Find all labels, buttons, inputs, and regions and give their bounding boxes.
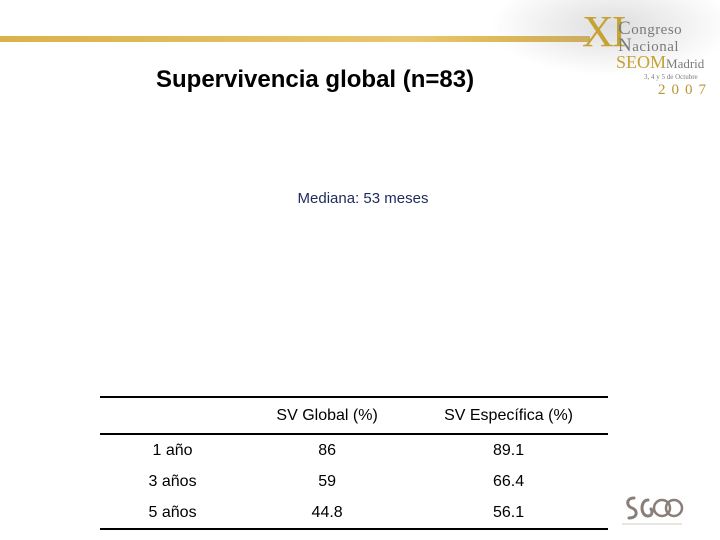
table-cell: 1 año — [152, 441, 193, 459]
logo-background-graphic — [480, 0, 720, 80]
table-cell: 5 años — [100, 497, 246, 530]
table-cell: 56.1 — [409, 497, 608, 530]
table-header-cell — [100, 396, 246, 435]
logo-congreso: Congreso — [618, 18, 683, 39]
congress-logo: XI Congreso Nacional SEOMMadrid 3, 4 y 5… — [480, 0, 720, 104]
logo-society: SEOM — [616, 52, 667, 72]
slide-title: Supervivencia global (n=83) — [156, 66, 475, 93]
logo-dates: 3, 4 y 5 de Octubre — [644, 73, 698, 81]
seom-footer-logo-icon — [622, 496, 684, 525]
logo-city: Madrid — [666, 56, 705, 71]
table-header-cell: SV Global (%) — [245, 396, 410, 435]
table-row: 5 años 44.8 56.1 — [100, 497, 608, 530]
table-cell: 3 años — [148, 472, 197, 490]
table-row: 1 año 86 89.1 — [100, 434, 608, 466]
median-label: Mediana: 53 meses — [297, 190, 429, 207]
table-row: 3 años 59 66.4 — [100, 466, 608, 497]
table-cell: 86 — [318, 441, 337, 459]
table-cell: 89.1 — [492, 441, 525, 459]
table-cell: 44.8 — [245, 497, 410, 530]
table-header-row: SV Global (%) SV Específica (%) — [100, 396, 608, 435]
table-cell: 66.4 — [492, 472, 525, 490]
header-gold-rule — [0, 36, 590, 42]
logo-nacional: Nacional — [618, 35, 680, 56]
table-cell: 59 — [318, 472, 337, 490]
table-header-cell: SV Específica (%) — [409, 396, 608, 435]
logo-year: 2007 — [658, 82, 712, 98]
logo-numeral: XI — [582, 7, 626, 56]
survival-table: SV Global (%) SV Específica (%) 1 año 86… — [100, 396, 608, 530]
logo-society-city: SEOMMadrid — [616, 52, 704, 73]
